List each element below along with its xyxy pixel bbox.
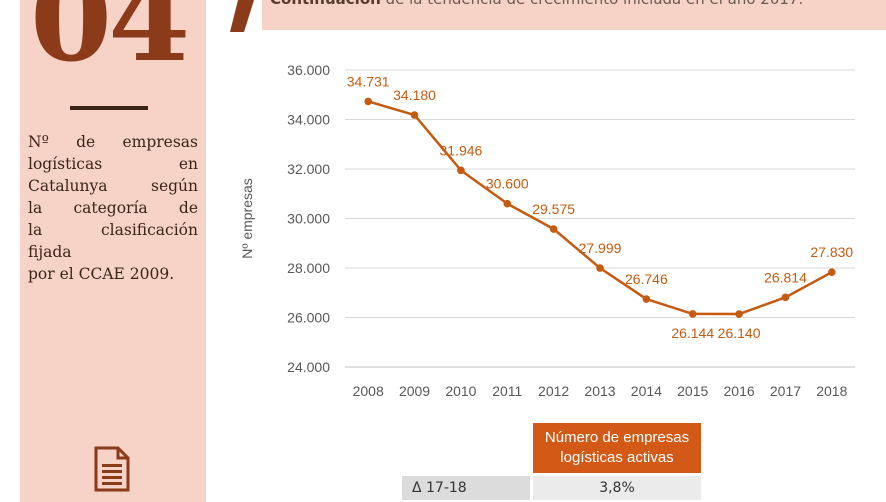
description-line: por el CCAE 2009. xyxy=(28,263,198,285)
data-label: 30.600 xyxy=(486,176,529,192)
y-tick-label: 36.000 xyxy=(287,62,330,78)
data-label: 26.144 xyxy=(671,325,714,341)
table-row-value: 3,8% xyxy=(533,476,701,500)
y-axis-label: Nº empresas xyxy=(239,178,255,259)
data-point xyxy=(364,97,372,106)
data-point xyxy=(596,264,604,272)
description-word: clasificación xyxy=(100,221,198,239)
description-line: la categoría de xyxy=(28,197,198,219)
description-word: empresas xyxy=(122,133,198,151)
banner-bold: Continuación xyxy=(270,0,381,8)
description-line: Nº de empresas xyxy=(28,131,198,153)
data-point xyxy=(781,293,790,302)
x-tick-label: 2013 xyxy=(584,383,615,399)
data-point xyxy=(410,111,419,119)
description-word: en xyxy=(178,155,198,173)
x-tick-label: 2014 xyxy=(631,383,662,399)
description-word: fijada xyxy=(28,243,72,261)
y-tick-label: 30.000 xyxy=(287,211,330,227)
x-tick-label: 2009 xyxy=(399,383,430,399)
sidebar-description: Nº de empresas logísticas en Catalunya según la… xyxy=(28,131,198,285)
data-point xyxy=(549,225,558,233)
data-label: 27.999 xyxy=(579,240,622,256)
data-label: 26.746 xyxy=(625,271,668,287)
description-word: categoría xyxy=(73,199,148,217)
data-point xyxy=(457,166,465,175)
x-tick-label: 2010 xyxy=(445,383,476,399)
table-row-label: Δ 17-18 xyxy=(402,476,530,500)
y-tick-label: 26.000 xyxy=(287,310,330,326)
description-line: Catalunya según xyxy=(28,175,198,197)
table-header-line: Número de empresas xyxy=(544,429,690,446)
series-line xyxy=(367,100,833,316)
y-tick-label: 24.000 xyxy=(287,359,330,375)
banner-text: Continuación de la tendencia de crecimie… xyxy=(270,0,803,8)
description-word: de xyxy=(178,199,198,217)
y-tick-label: 34.000 xyxy=(287,112,330,128)
description-word: Catalunya xyxy=(28,177,108,195)
divider xyxy=(70,106,148,110)
section-number: 04 xyxy=(30,0,190,88)
x-tick-label: 2018 xyxy=(816,383,847,399)
description-word: la xyxy=(28,199,43,217)
banner-bar xyxy=(262,0,886,30)
y-tick-label: 32.000 xyxy=(287,161,330,177)
description-word: por el CCAE 2009. xyxy=(28,265,175,283)
data-label: 34.180 xyxy=(393,87,436,103)
data-label: 26.140 xyxy=(718,325,761,341)
data-label: 27.830 xyxy=(810,244,853,260)
banner-rest: de la tendencia de crecimiento iniciada … xyxy=(381,0,804,8)
y-tick-label: 28.000 xyxy=(287,260,330,276)
description-word: logísticas xyxy=(28,155,103,173)
document-icon xyxy=(94,446,130,492)
data-point xyxy=(642,295,651,303)
description-line: logísticas en xyxy=(28,153,198,175)
data-label: 29.575 xyxy=(532,201,575,217)
description-word: de xyxy=(76,133,96,151)
data-label: 26.814 xyxy=(764,269,807,285)
accent-mark xyxy=(230,0,254,32)
x-tick-label: 2011 xyxy=(492,383,522,399)
x-tick-label: 2016 xyxy=(724,383,755,399)
line-chart: 24.000 26.000 28.000 30.000 32.000 34.000 36.0… xyxy=(239,62,855,399)
sidebar-panel xyxy=(20,0,206,502)
x-tick-label: 2015 xyxy=(677,383,708,399)
x-tick-label: 2017 xyxy=(770,383,801,399)
description-word: Nº xyxy=(28,133,49,151)
data-point xyxy=(688,310,697,318)
data-point xyxy=(735,310,743,318)
x-tick-label: 2012 xyxy=(538,383,569,399)
description-word: según xyxy=(150,177,198,195)
x-tick-label: 2008 xyxy=(353,383,384,399)
table-header: Número de empresas logísticas activas xyxy=(533,423,701,473)
data-label: 31.946 xyxy=(439,142,482,158)
description-word: la xyxy=(28,221,43,239)
table-header-line: logísticas activas xyxy=(560,449,674,466)
description-line: fijada xyxy=(28,241,198,263)
data-point xyxy=(828,268,836,277)
data-label: 34.731 xyxy=(347,73,390,89)
description-line: la clasificación xyxy=(28,219,198,241)
data-point xyxy=(503,199,512,208)
